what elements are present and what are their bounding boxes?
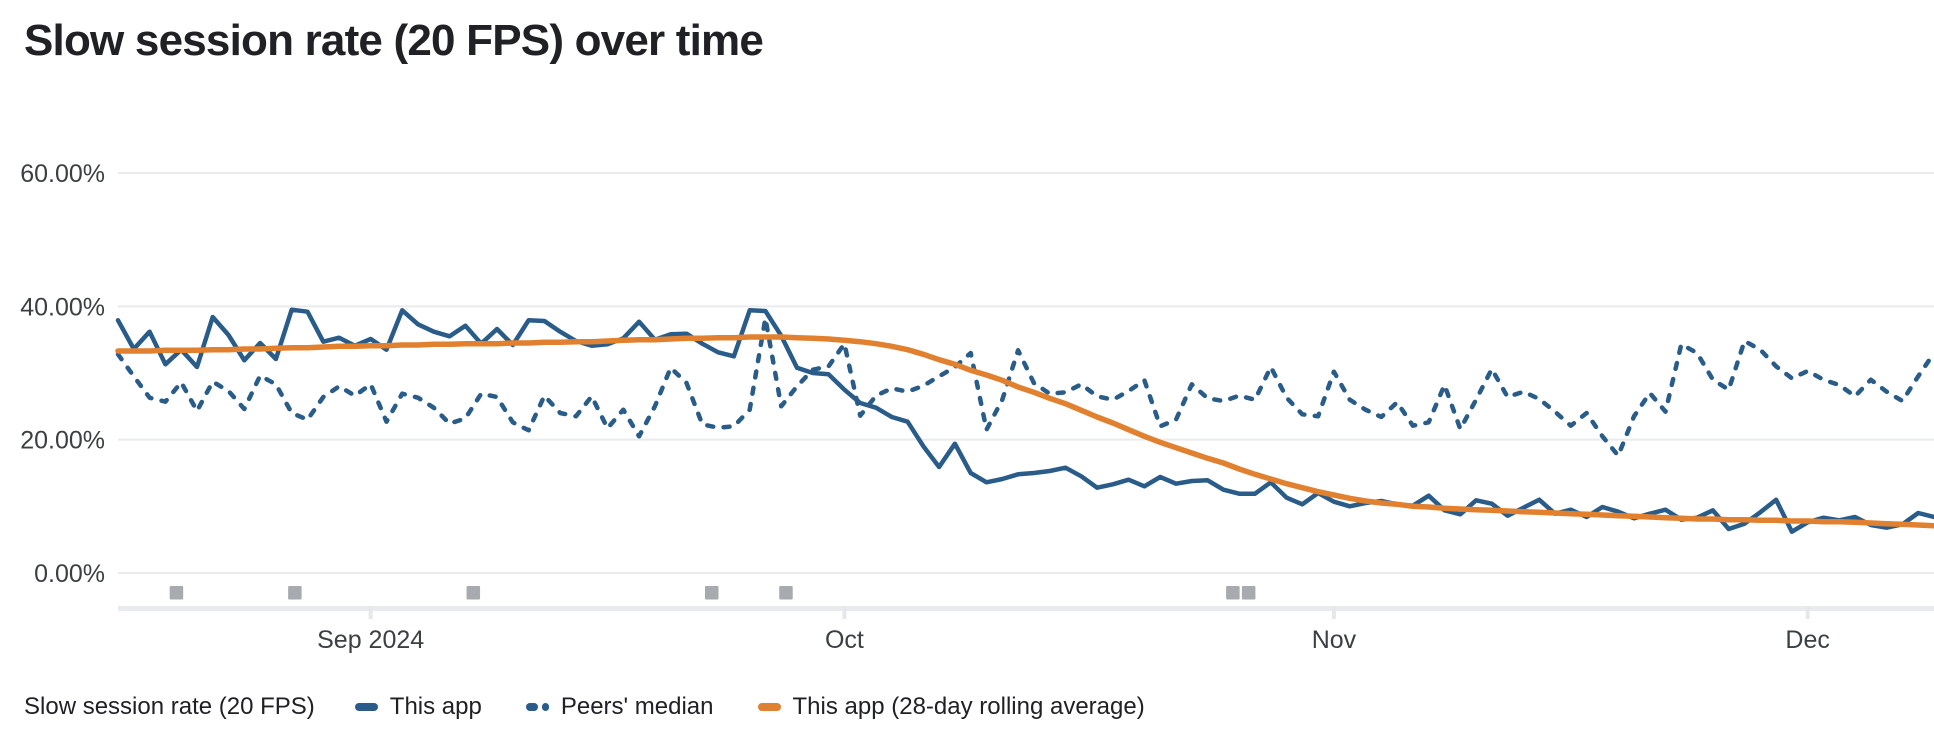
x-axis-line bbox=[118, 606, 1934, 611]
release-marker[interactable] bbox=[169, 586, 184, 600]
legend-item-rolling-average: This app (28-day rolling average) bbox=[757, 693, 1145, 721]
legend-group-label: Slow session rate (20 FPS) bbox=[24, 693, 315, 720]
release-marker[interactable] bbox=[1226, 586, 1240, 600]
x-axis-tick-notch bbox=[368, 606, 373, 619]
x-axis-tick-notch bbox=[1331, 606, 1336, 619]
x-axis-tick-notch bbox=[1805, 606, 1810, 619]
x-axis-tick-label: Dec bbox=[1785, 626, 1829, 654]
x-axis-tick-label: Sep 2024 bbox=[317, 626, 424, 654]
slow-session-rate-chart[interactable]: 0.00% 20.00% 40.00% 60.00% Sep 2024 Oct … bbox=[0, 0, 1934, 690]
y-axis-tick-label: 0.00% bbox=[34, 560, 105, 588]
release-marker[interactable] bbox=[779, 586, 793, 600]
series-line-peers-median bbox=[115, 316, 1934, 458]
y-axis-tick-label: 60.00% bbox=[20, 160, 105, 188]
legend-item-this-app: This app bbox=[354, 693, 482, 721]
y-axis-tick-label: 40.00% bbox=[20, 293, 105, 321]
y-axis-tick-label: 20.00% bbox=[20, 427, 105, 455]
legend-item-label: This app (28-day rolling average) bbox=[792, 693, 1145, 720]
x-axis-tick-label: Nov bbox=[1312, 626, 1357, 654]
release-marker[interactable] bbox=[705, 586, 719, 600]
x-axis-tick-notch bbox=[842, 606, 847, 619]
chart-title: Slow session rate (20 FPS) over time bbox=[24, 16, 764, 65]
legend-item-peers-median: Peers' median bbox=[525, 693, 714, 721]
x-axis-tick-label: Oct bbox=[825, 626, 864, 654]
peers-median-dashed-line-swatch-icon bbox=[525, 703, 549, 711]
gridlines bbox=[118, 172, 1934, 574]
release-marker[interactable] bbox=[1241, 586, 1256, 600]
series-line-this-app-28-day-rolling-average bbox=[115, 334, 1934, 529]
legend-item-label: Peers' median bbox=[560, 693, 714, 720]
chart-legend: Slow session rate (20 FPS) This app Peer… bbox=[24, 690, 1189, 724]
release-markers[interactable] bbox=[169, 586, 1256, 600]
legend-item-label: This app bbox=[389, 693, 482, 720]
release-marker[interactable] bbox=[466, 586, 481, 600]
release-marker[interactable] bbox=[288, 586, 302, 600]
x-axis-tick-notches bbox=[368, 606, 1810, 619]
series-lines bbox=[115, 307, 1934, 534]
this-app-line-swatch-icon bbox=[354, 703, 378, 711]
rolling-average-line-swatch-icon bbox=[757, 703, 781, 711]
